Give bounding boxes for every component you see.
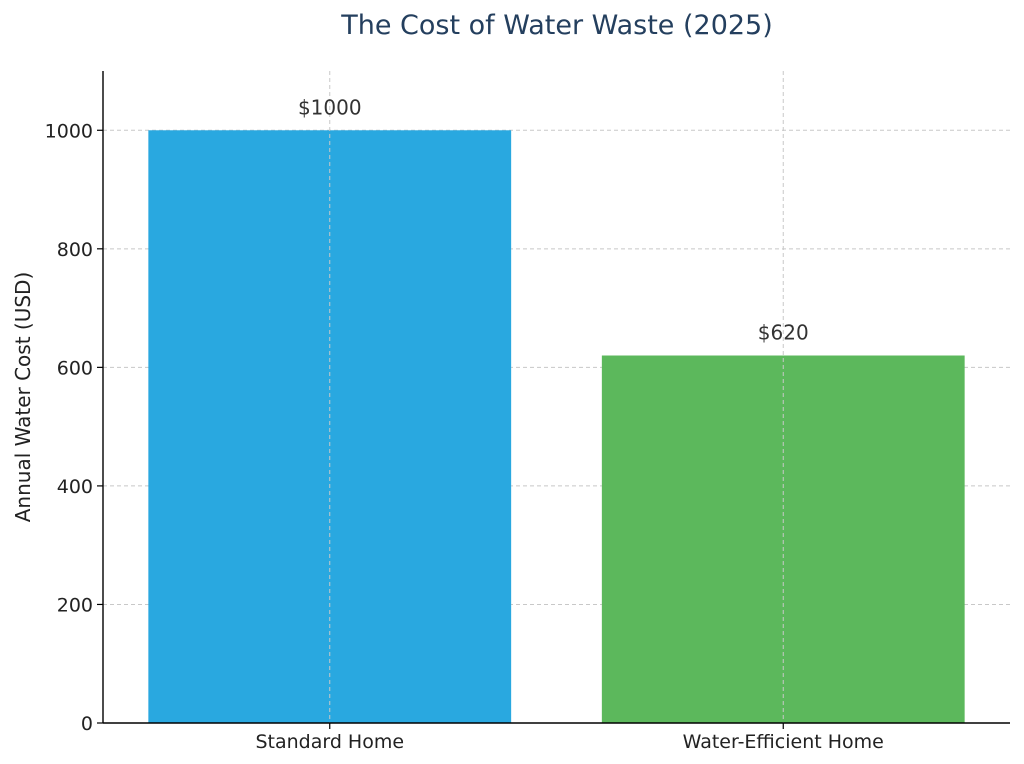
y-tick-label-4: 800 <box>57 239 93 261</box>
x-tick-label-1: Water-Efficient Home <box>683 731 884 753</box>
axes <box>97 71 1010 729</box>
y-tick-label-2: 400 <box>57 476 93 498</box>
chart-title: The Cost of Water Waste (2025) <box>340 10 773 41</box>
data-label-1: $620 <box>758 321 809 345</box>
y-tick-label-5: 1000 <box>45 120 93 142</box>
y-axis-label: Annual Water Cost (USD) <box>11 272 35 523</box>
labels: 0 200 400 600 800 1000 Standard Home Water-Effi… <box>45 95 884 753</box>
y-tick-label-3: 600 <box>57 357 93 379</box>
data-label-0: $1000 <box>298 95 362 119</box>
y-tick-label-0: 0 <box>81 713 93 735</box>
y-tick-label-1: 200 <box>57 594 93 616</box>
x-tick-label-0: Standard Home <box>255 731 404 753</box>
bars <box>148 71 965 724</box>
